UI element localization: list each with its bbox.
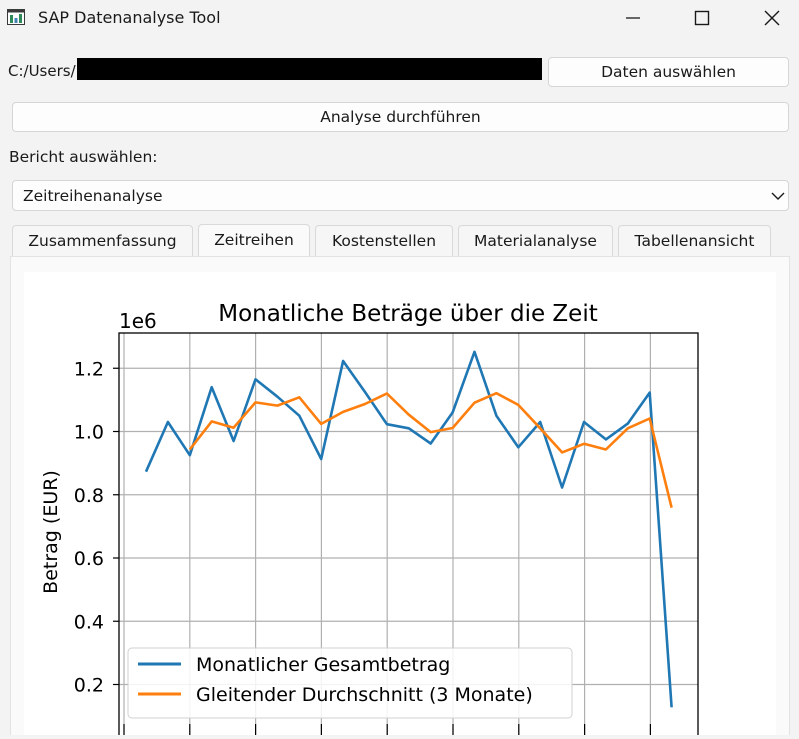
tab-materialanalyse[interactable]: Materialanalyse: [458, 225, 613, 256]
tab-zeitreihen[interactable]: Zeitreihen: [198, 224, 310, 257]
legend-box: [127, 647, 573, 719]
run-analysis-button[interactable]: Analyse durchführen: [12, 102, 789, 132]
report-select-label: Bericht auswählen:: [9, 148, 158, 166]
redacted-path: [77, 58, 542, 80]
y-scale-label: 1e6: [119, 309, 157, 333]
y-tick-label: 1.0: [74, 422, 104, 444]
select-data-button[interactable]: Daten auswählen: [548, 57, 789, 87]
tab-zusammenfassung[interactable]: Zusammenfassung: [12, 225, 193, 256]
legend-label-moving-avg: Gleitender Durchschnitt (3 Monate): [196, 684, 533, 706]
maximize-icon: [694, 10, 710, 26]
tab-kostenstellen[interactable]: Kostenstellen: [315, 225, 453, 256]
report-select[interactable]: Zeitreihenanalyse: [12, 180, 789, 211]
tab-tabellenansicht[interactable]: Tabellenansicht: [618, 225, 771, 256]
chart-title: Monatliche Beträge über die Zeit: [218, 301, 598, 327]
legend: Monatlicher Gesamtbetrag Gleitender Durc…: [127, 647, 573, 719]
report-select-value: Zeitreihenanalyse: [23, 187, 163, 205]
window-title: SAP Datenanalyse Tool: [38, 8, 221, 27]
maximize-button[interactable]: [677, 0, 727, 36]
minimize-button[interactable]: [608, 0, 658, 36]
y-tick-label: 1.2: [74, 358, 104, 380]
y-tick-label: 0.4: [74, 611, 104, 633]
minimize-icon: [626, 17, 640, 19]
series-gleitender-durchschnitt: [188, 391, 673, 509]
time-series-chart: 0.2 0.4 0.6 0.8 1.0 1.2 Monatliche Beträge üb…: [40, 301, 699, 739]
y-axis-label: Betrag (EUR): [40, 470, 62, 594]
chart-container: 0.2 0.4 0.6 0.8 1.0 1.2 Monatliche Beträge üb…: [24, 272, 776, 739]
y-tick-label: 0.6: [74, 548, 104, 570]
series-monatlicher-gesamtbetrag: [144, 350, 673, 708]
close-button[interactable]: [747, 0, 797, 36]
plot-frame: [118, 332, 699, 739]
chevron-down-icon: [771, 192, 785, 200]
close-icon: [764, 10, 780, 26]
file-path-label: C:/Users/: [8, 62, 76, 80]
legend-label-total: Monatlicher Gesamtbetrag: [196, 654, 450, 676]
y-tick-label: 0.2: [74, 675, 104, 697]
app-icon: [7, 9, 25, 25]
title-bar: SAP Datenanalyse Tool: [0, 0, 799, 36]
y-tick-label: 0.8: [74, 485, 104, 507]
